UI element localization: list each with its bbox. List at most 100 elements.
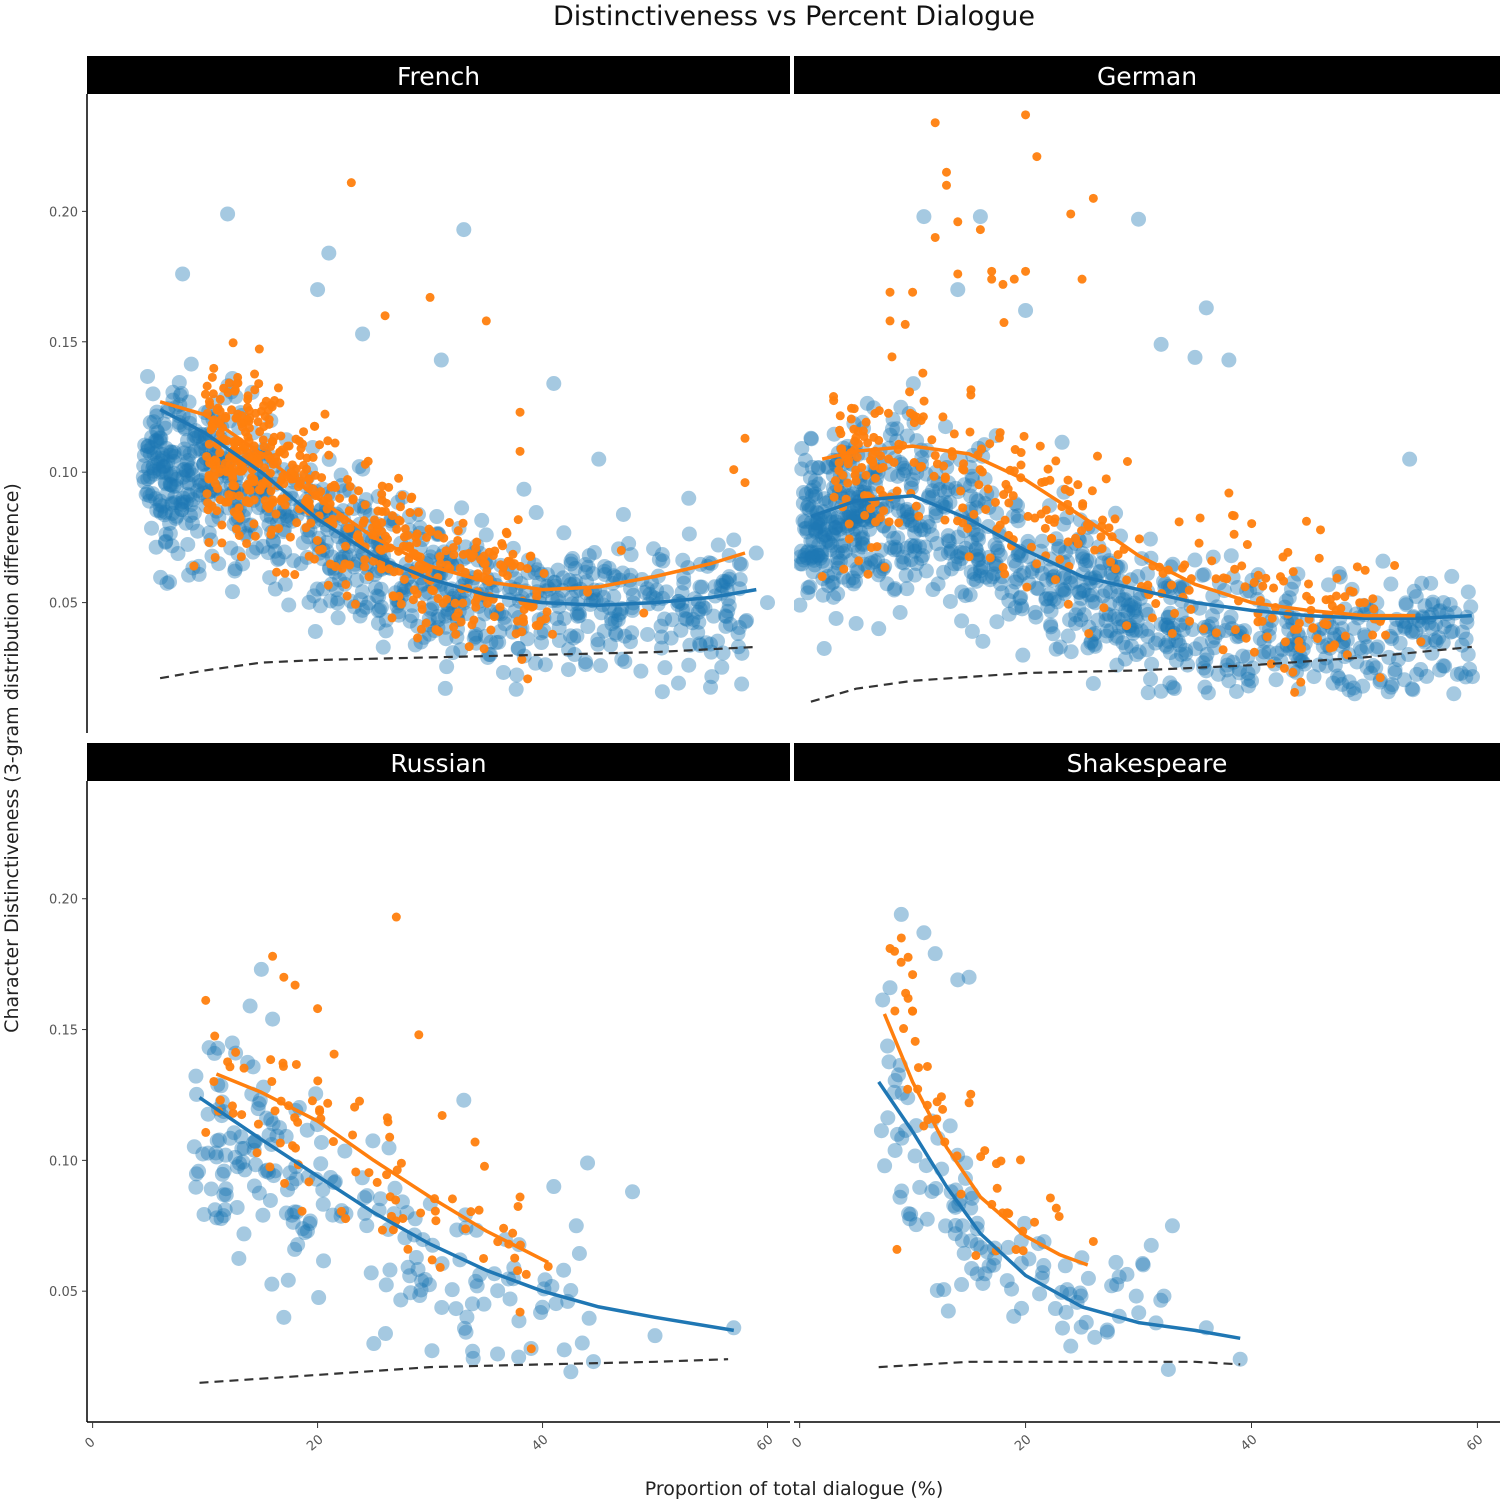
blue-point <box>1072 1285 1088 1301</box>
blue-point <box>195 1146 211 1162</box>
orange-point <box>863 438 873 448</box>
orange-point <box>875 485 885 495</box>
blue-point <box>794 440 810 456</box>
blue-point <box>214 1166 230 1182</box>
blue-point <box>1081 553 1097 569</box>
orange-point <box>991 1159 1001 1169</box>
blue-point <box>895 466 911 482</box>
blue-point <box>987 537 1003 553</box>
blue-point <box>417 1272 433 1288</box>
orange-point <box>523 601 533 611</box>
blue-point <box>166 465 182 481</box>
blue-point <box>288 1171 304 1187</box>
orange-point <box>354 486 364 496</box>
blue-fit-line <box>877 1080 1241 1341</box>
orange-point <box>861 417 871 427</box>
blue-point <box>578 654 594 670</box>
blue-point <box>516 481 532 497</box>
orange-point <box>992 1183 1002 1193</box>
blue-point <box>694 579 710 595</box>
blue-point <box>184 515 200 531</box>
blue-point <box>1198 652 1214 668</box>
blue-point <box>1043 562 1059 578</box>
orange-point <box>265 501 275 511</box>
orange-point <box>231 413 241 423</box>
blue-point <box>302 1216 318 1232</box>
blue-point <box>808 473 824 489</box>
orange-point <box>382 1170 392 1180</box>
blue-point <box>807 521 823 537</box>
blue-point <box>1117 591 1133 607</box>
orange-point <box>844 534 854 544</box>
orange-point <box>296 444 306 454</box>
blue-point <box>794 461 810 477</box>
orange-point <box>312 536 322 546</box>
blue-point <box>615 565 631 581</box>
blue-point <box>670 675 686 691</box>
orange-point <box>479 644 489 654</box>
y-tick-label: 0.10 <box>49 1154 78 1169</box>
blue-point <box>797 452 813 468</box>
orange-point <box>1340 592 1350 602</box>
blue-point <box>898 567 914 583</box>
blue-point <box>1437 658 1453 674</box>
orange-point <box>210 552 220 562</box>
orange-point <box>930 232 940 242</box>
orange-point <box>315 1105 325 1115</box>
blue-point <box>1013 589 1029 605</box>
orange-point <box>1258 581 1268 591</box>
orange-point <box>254 379 264 389</box>
blue-point <box>1057 570 1073 586</box>
blue-point <box>507 603 523 619</box>
orange-point <box>846 403 856 413</box>
facet-strip-label: Russian <box>390 749 486 778</box>
blue-point <box>1424 645 1440 661</box>
blue-point <box>963 534 979 550</box>
blue-point <box>495 664 511 680</box>
blue-point <box>1318 658 1334 674</box>
blue-point <box>1102 584 1118 600</box>
blue-point <box>142 469 158 485</box>
blue-point <box>1198 300 1214 316</box>
blue-point <box>854 539 870 555</box>
orange-point <box>260 411 270 421</box>
orange-point <box>343 475 353 485</box>
blue-point <box>805 564 821 580</box>
blue-point <box>1068 607 1084 623</box>
orange-point <box>1040 523 1050 533</box>
blue-point <box>966 571 982 587</box>
orange-point <box>416 565 426 575</box>
blue-point <box>178 494 194 510</box>
orange-point <box>209 363 219 373</box>
blue-point <box>145 460 161 476</box>
blue-point <box>964 468 980 484</box>
blue-point <box>1085 675 1101 691</box>
blue-point <box>877 1158 893 1174</box>
orange-point <box>1049 517 1059 527</box>
x-axis-title: Proportion of total dialogue (%) <box>645 1478 944 1500</box>
blue-point <box>1297 656 1313 672</box>
blue-point <box>1414 617 1430 633</box>
blue-point <box>1030 581 1046 597</box>
blue-point <box>794 597 808 613</box>
blue-point <box>617 628 633 644</box>
blue-point <box>824 514 840 530</box>
orange-point <box>267 1076 277 1086</box>
blue-point <box>691 614 707 630</box>
blue-point <box>657 611 673 627</box>
blue-point <box>167 448 183 464</box>
orange-point <box>885 943 895 953</box>
blue-point <box>251 1095 267 1111</box>
blue-point <box>985 569 1001 585</box>
orange-point <box>1010 445 1020 455</box>
blue-point <box>943 561 959 577</box>
facet-strip-label: German <box>1097 62 1197 91</box>
orange-point <box>1241 633 1251 643</box>
orange-point <box>1030 1217 1040 1227</box>
blue-point <box>140 484 156 500</box>
orange-point <box>1315 525 1325 535</box>
orange-point <box>467 553 477 563</box>
blue-point <box>896 503 912 519</box>
blue-point <box>677 610 693 626</box>
blue-point <box>829 544 845 560</box>
